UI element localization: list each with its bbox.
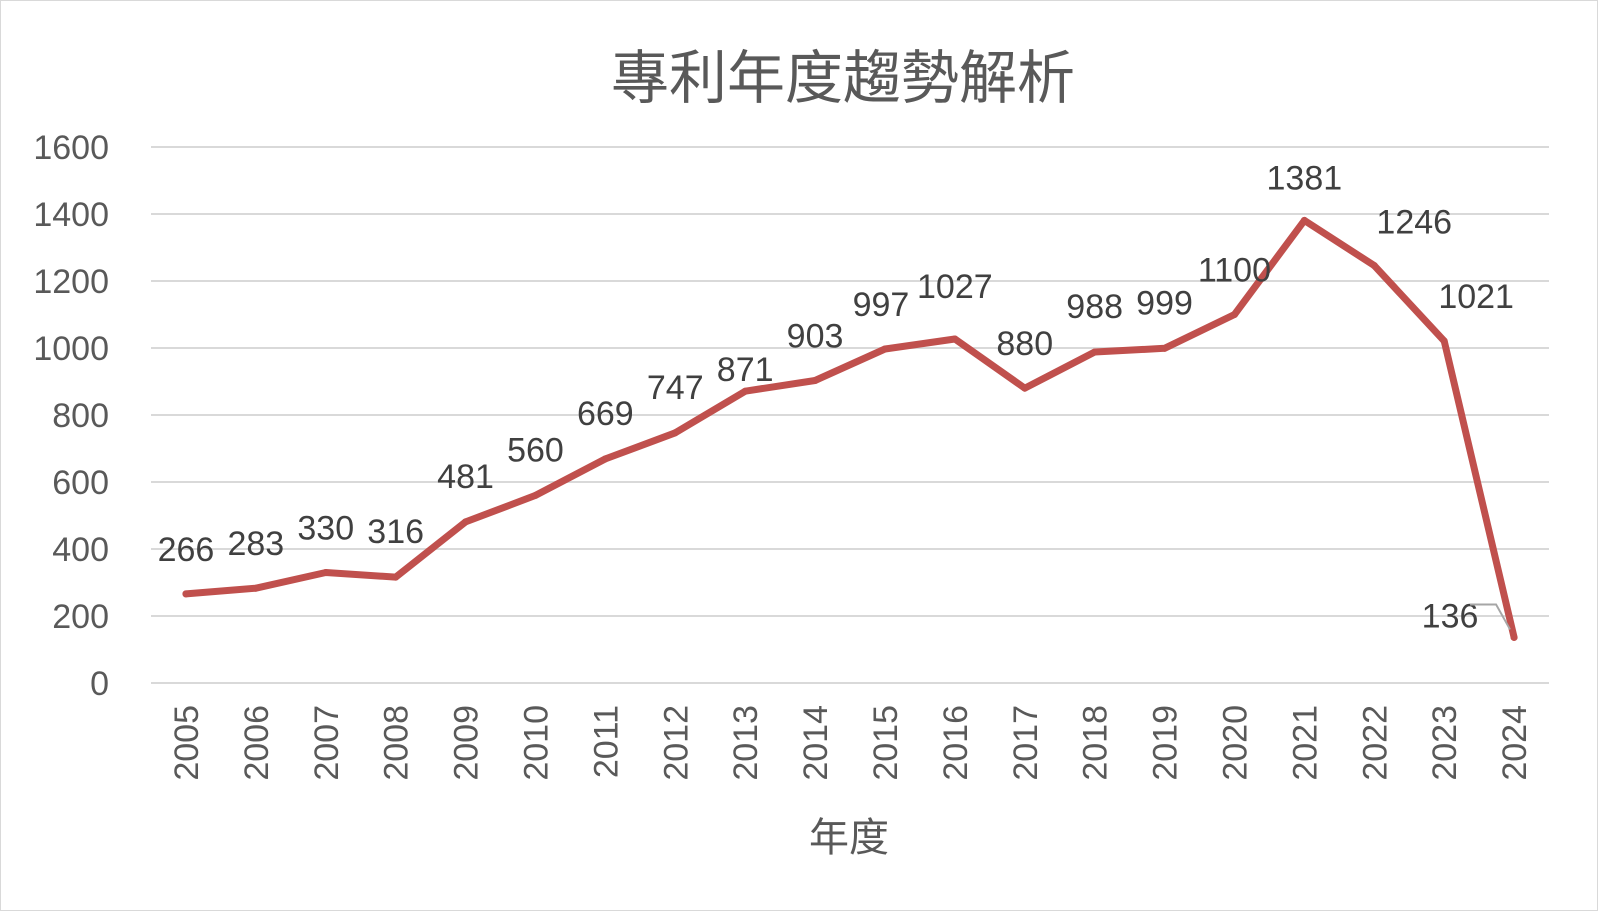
data-point xyxy=(881,345,889,353)
data-label: 136 xyxy=(1422,597,1479,635)
x-tick-label: 2019 xyxy=(1147,705,1185,781)
data-label: 880 xyxy=(996,325,1053,363)
x-tick-label: 2021 xyxy=(1286,705,1324,781)
y-tick-label: 1400 xyxy=(33,196,109,234)
x-axis-ticks: 2005 2006 2007 2008 2009 2010 2011 2012 2013 2014… xyxy=(168,705,1534,781)
data-label: 1021 xyxy=(1438,278,1514,316)
data-label: 1246 xyxy=(1376,204,1452,242)
x-tick-label: 2005 xyxy=(168,705,206,781)
data-point xyxy=(1300,216,1308,224)
data-point xyxy=(741,387,749,395)
data-point xyxy=(252,584,260,592)
x-tick-label: 2015 xyxy=(867,705,905,781)
x-tick-label: 2013 xyxy=(727,705,765,781)
x-tick-label: 2023 xyxy=(1426,705,1464,781)
data-label: 330 xyxy=(297,509,354,547)
x-tick-label: 2016 xyxy=(937,705,975,781)
x-axis-title: 年度 xyxy=(809,815,889,861)
data-label: 669 xyxy=(577,395,634,433)
x-tick-label: 2010 xyxy=(517,705,555,781)
x-tick-label: 2012 xyxy=(657,705,695,781)
data-point xyxy=(182,590,190,598)
x-tick-label: 2007 xyxy=(308,705,346,781)
data-label: 1100 xyxy=(1198,252,1271,290)
data-point xyxy=(1161,344,1169,352)
data-label: 988 xyxy=(1066,288,1123,326)
series-line xyxy=(182,216,1518,641)
y-tick-label: 1600 xyxy=(33,129,109,167)
y-tick-label: 1000 xyxy=(33,330,109,368)
data-label: 316 xyxy=(367,513,424,551)
x-tick-label: 2020 xyxy=(1216,705,1254,781)
data-point xyxy=(462,518,470,526)
x-tick-label: 2011 xyxy=(587,705,625,778)
data-label: 871 xyxy=(717,351,774,389)
data-label: 903 xyxy=(787,317,844,355)
chart-title: 專利年度趨勢解析 xyxy=(611,44,1075,112)
data-point xyxy=(1440,337,1448,345)
y-tick-label: 0 xyxy=(90,665,109,703)
gridlines xyxy=(151,146,1549,684)
data-label: 1027 xyxy=(917,268,993,306)
y-tick-label: 200 xyxy=(52,598,109,636)
data-label: 747 xyxy=(647,369,704,407)
data-label: 481 xyxy=(437,458,494,496)
data-point xyxy=(671,429,679,437)
y-tick-label: 400 xyxy=(52,531,109,569)
data-point xyxy=(1510,633,1518,641)
x-tick-label: 2018 xyxy=(1077,705,1115,781)
x-tick-label: 2024 xyxy=(1496,705,1534,781)
data-point xyxy=(531,491,539,499)
data-point xyxy=(951,335,959,343)
y-axis-ticks: 0 200 400 600 800 1000 1200 1400 1600 xyxy=(33,129,109,703)
data-label: 560 xyxy=(507,431,564,469)
x-tick-label: 2006 xyxy=(238,705,276,781)
y-tick-label: 1200 xyxy=(33,263,109,301)
y-tick-label: 600 xyxy=(52,464,109,502)
data-label: 283 xyxy=(227,525,284,563)
x-tick-label: 2022 xyxy=(1356,705,1394,781)
data-point xyxy=(392,573,400,581)
y-tick-label: 800 xyxy=(52,397,109,435)
x-tick-label: 2014 xyxy=(797,705,835,781)
data-point xyxy=(1091,348,1099,356)
x-tick-label: 2008 xyxy=(378,705,416,781)
x-tick-label: 2017 xyxy=(1007,705,1045,781)
data-label: 1381 xyxy=(1267,159,1343,197)
data-point xyxy=(601,455,609,463)
data-label: 999 xyxy=(1136,284,1193,322)
data-point xyxy=(322,568,330,576)
x-tick-label: 2009 xyxy=(448,705,486,781)
data-label: 997 xyxy=(853,286,910,324)
data-label: 266 xyxy=(158,531,215,569)
series-layer xyxy=(182,216,1518,641)
data-point xyxy=(811,376,819,384)
data-point xyxy=(1370,262,1378,270)
label-leader-line xyxy=(1470,603,1511,630)
data-point xyxy=(1230,311,1238,318)
data-point xyxy=(1021,384,1029,392)
